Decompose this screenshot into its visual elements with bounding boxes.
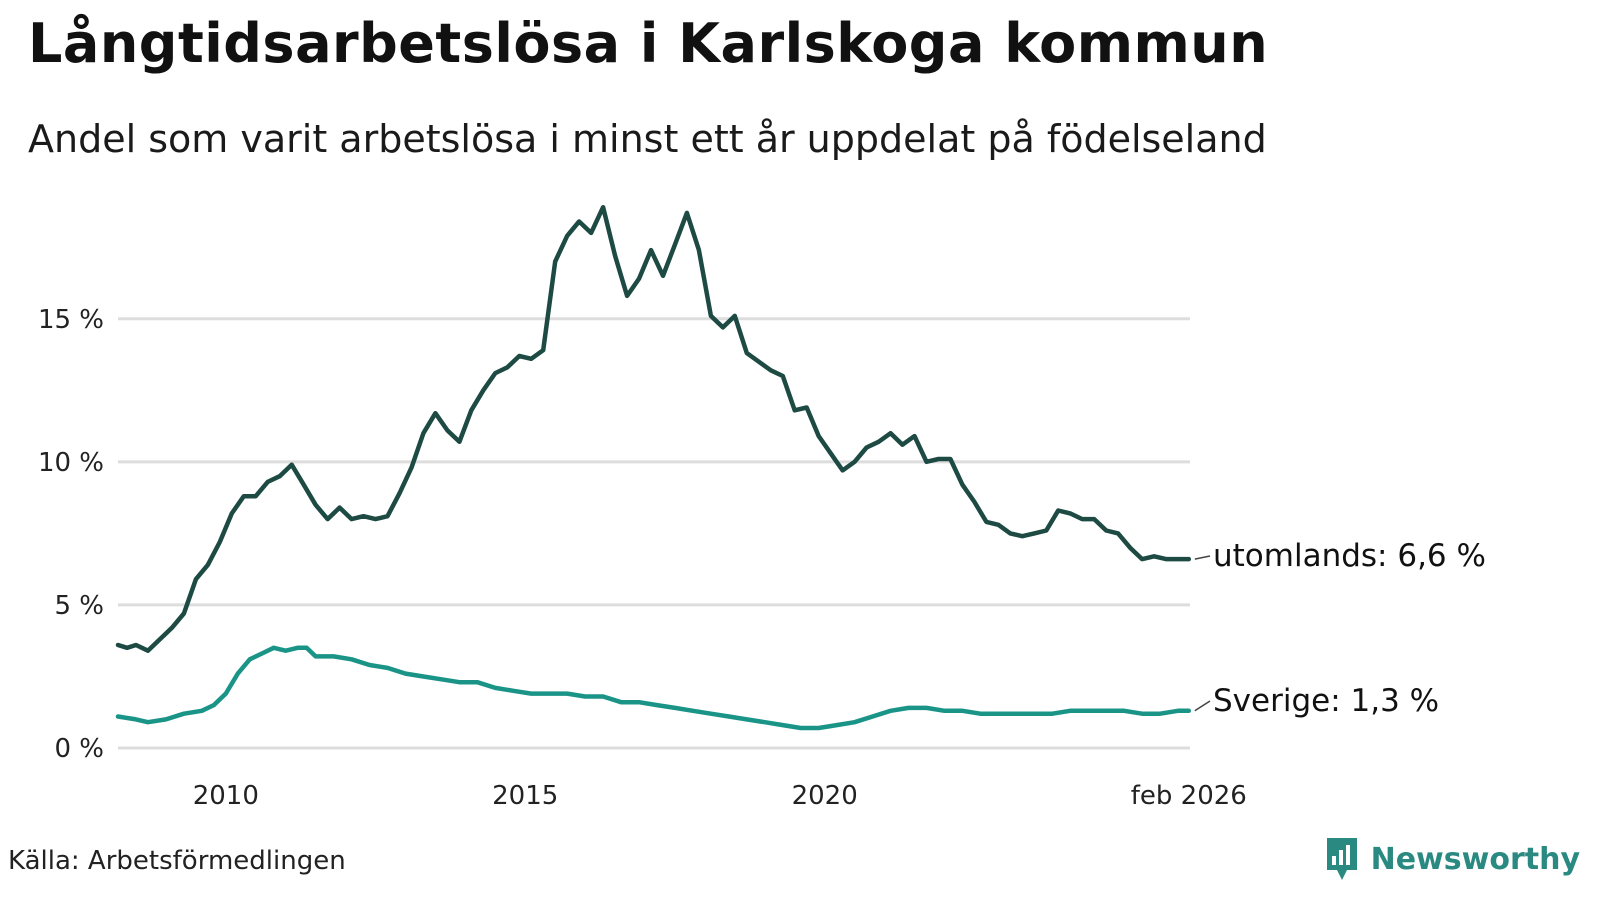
end-label-leader bbox=[1194, 555, 1211, 560]
y-tick-label: 0 % bbox=[54, 734, 104, 764]
x-tick-label: 2010 bbox=[193, 781, 259, 811]
series-line-sverige bbox=[115, 645, 1192, 731]
y-tick-label: 5 % bbox=[54, 591, 104, 621]
chart-subtitle: Andel som varit arbetslösa i minst ett å… bbox=[28, 117, 1267, 161]
x-axis: 2010 2015 2020 feb 2026 bbox=[193, 781, 1247, 811]
gridlines bbox=[118, 317, 1190, 750]
end-label-sverige: Sverige: 1,3 % bbox=[1213, 683, 1439, 719]
chart-title: Långtidsarbetslösa i Karlskoga kommun bbox=[28, 12, 1269, 75]
brand-logo: Newsworthy bbox=[1325, 836, 1580, 882]
newsworthy-logo-icon bbox=[1326, 838, 1357, 880]
x-tick-label: 2015 bbox=[492, 781, 558, 811]
series-line-utomlands bbox=[115, 204, 1192, 653]
brand-name: Newsworthy bbox=[1370, 841, 1580, 877]
y-tick-label: 15 % bbox=[38, 305, 104, 335]
end-label-leader bbox=[1194, 700, 1211, 712]
series-lines bbox=[115, 204, 1192, 731]
end-labels: utomlands: 6,6 % Sverige: 1,3 % bbox=[1194, 538, 1486, 719]
end-label-utomlands: utomlands: 6,6 % bbox=[1213, 538, 1486, 574]
y-tick-label: 10 % bbox=[38, 448, 104, 478]
x-tick-label: 2020 bbox=[792, 781, 858, 811]
source-note: Källa: Arbetsförmedlingen bbox=[8, 846, 346, 876]
x-tick-label: feb 2026 bbox=[1131, 781, 1247, 811]
y-axis: 0 % 5 % 10 % 15 % bbox=[38, 305, 104, 764]
